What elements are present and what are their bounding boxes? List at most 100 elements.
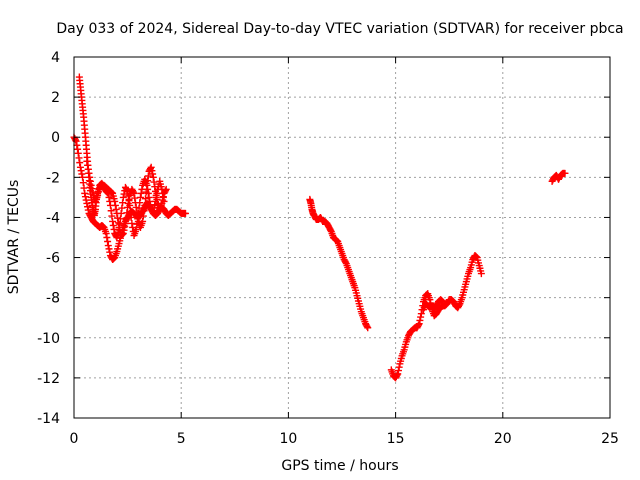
data-point (77, 167, 85, 175)
data-point (123, 186, 131, 194)
data-point (85, 169, 93, 177)
data-point (116, 215, 124, 223)
data-point (107, 207, 115, 215)
y-axis-label: SDTVAR / TECUs (6, 180, 22, 295)
data-point (364, 324, 372, 332)
data-point (80, 184, 88, 192)
data-point (124, 187, 132, 195)
data-point (414, 321, 422, 329)
data-point (144, 189, 152, 197)
data-point (144, 172, 152, 180)
data-point (105, 193, 113, 201)
data-points (70, 73, 569, 382)
data-point (394, 367, 402, 375)
grid (74, 57, 610, 418)
data-point (116, 220, 124, 228)
data-point (106, 197, 114, 205)
data-point (130, 189, 138, 197)
x-tick-label: 10 (279, 431, 297, 447)
data-point (127, 213, 135, 221)
x-tick-label: 5 (177, 431, 186, 447)
data-point (115, 225, 123, 233)
data-point (149, 173, 157, 181)
data-point (81, 189, 89, 197)
y-tick-label: -6 (46, 251, 60, 267)
y-tick-label: -4 (46, 210, 60, 226)
data-point (139, 217, 147, 225)
data-point (149, 207, 157, 215)
data-point (120, 190, 128, 198)
data-point (126, 207, 134, 215)
data-point (439, 298, 447, 306)
data-point (149, 170, 157, 178)
data-point (73, 141, 81, 149)
data-point (84, 161, 92, 169)
data-point (134, 209, 142, 217)
data-point (561, 169, 569, 177)
data-point (150, 204, 158, 212)
data-series (306, 195, 372, 332)
data-point (102, 229, 110, 237)
data-point (108, 212, 116, 220)
data-point (126, 201, 134, 209)
data-point (79, 173, 87, 181)
data-point (109, 217, 117, 225)
data-point (103, 234, 111, 241)
data-point (119, 199, 127, 207)
data-point (151, 201, 159, 209)
data-point (94, 188, 102, 196)
plot-frame (73, 56, 611, 419)
data-point (133, 220, 141, 228)
y-tick-label: -10 (37, 331, 60, 347)
x-tick-label: 0 (70, 431, 79, 447)
y-tick-label: 2 (51, 90, 60, 106)
data-point (455, 301, 463, 309)
data-point (148, 167, 156, 175)
data-point (160, 197, 168, 205)
data-series (548, 169, 569, 185)
data-point (147, 163, 155, 171)
data-point (395, 363, 403, 371)
data-series (83, 157, 168, 241)
data-point (417, 310, 425, 318)
data-point (79, 179, 87, 187)
data-point (105, 245, 113, 253)
data-point (74, 145, 82, 153)
x-tick-labels: 0 5 10 15 20 25 (70, 431, 619, 447)
data-point (145, 193, 153, 201)
data-point (76, 163, 84, 171)
data-point (76, 159, 84, 167)
data-point (87, 181, 95, 189)
x-tick-label: 15 (387, 431, 405, 447)
data-point (394, 370, 402, 378)
y-tick-label: -2 (46, 170, 60, 186)
data-point (134, 215, 142, 223)
data-point (86, 173, 94, 181)
data-point (86, 177, 94, 185)
data-point (140, 207, 148, 215)
data-point (109, 221, 117, 229)
data-point (393, 371, 401, 379)
data-point (125, 197, 133, 205)
data-point (363, 322, 371, 330)
data-point (83, 157, 91, 165)
x-tick-label: 20 (494, 431, 512, 447)
data-point (133, 208, 141, 216)
y-tick-label: 0 (51, 130, 60, 146)
data-point (124, 192, 132, 200)
y-tick-label: -8 (46, 291, 60, 307)
data-point (417, 313, 425, 321)
data-point (119, 193, 127, 201)
chart-title: Day 033 of 2024, Sidereal Day-to-day VTE… (56, 21, 623, 37)
data-point (415, 320, 423, 328)
data-point (106, 201, 114, 209)
data-point (88, 185, 96, 193)
data-point (426, 296, 434, 304)
data-point (143, 181, 151, 189)
data-series (387, 252, 485, 382)
data-point (159, 193, 167, 201)
data-point (132, 225, 140, 233)
data-point (119, 229, 127, 237)
